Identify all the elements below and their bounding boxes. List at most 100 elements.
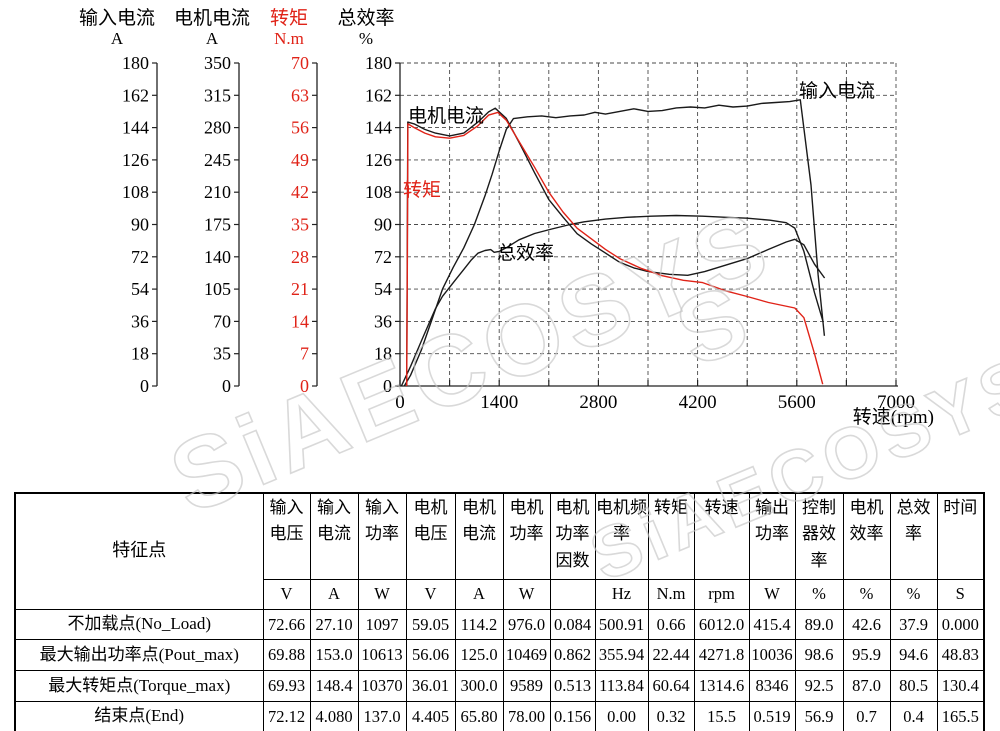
axis-tick-label: 28	[291, 247, 309, 267]
axis-tick-label: 90	[374, 215, 392, 235]
axis-title: 总效率	[337, 7, 394, 29]
value-cell: 59.05	[405, 608, 456, 641]
axis-tick-label: 35	[291, 215, 309, 235]
value-cell: 114.2	[454, 608, 504, 641]
axis-tick-label: 0	[222, 376, 231, 396]
axis-tick-label: 54	[374, 279, 392, 299]
value-cell: 165.5	[936, 700, 985, 731]
value-cell: 10370	[357, 670, 407, 702]
axis-tick-label: 54	[131, 279, 149, 299]
axis-tick-label: 42	[291, 182, 309, 202]
unit-cell	[549, 578, 596, 610]
watermark-text: SiAECOSYS	[156, 188, 788, 535]
column-header: 输入电流	[309, 492, 359, 580]
value-cell: 125.0	[454, 639, 504, 671]
table-row: 最大输出功率点(Pout_max) 69.88 153.0 10613 56.06 125…	[14, 639, 985, 671]
axis-unit: %	[359, 29, 373, 48]
column-header: 电机功率因数	[549, 492, 596, 580]
axis-tick-label: 0	[140, 376, 149, 396]
unit-cell: N.m	[647, 578, 695, 610]
column-header: 电机电流	[454, 492, 504, 580]
value-cell: 37.9	[889, 608, 938, 641]
unit-cell: V	[405, 578, 456, 610]
axis-tick-label: 126	[122, 150, 149, 170]
unit-cell: %	[889, 578, 938, 610]
axis-tick-label: 18	[131, 344, 149, 364]
column-header: 控制器效率	[794, 492, 844, 580]
value-cell: 113.84	[594, 670, 649, 702]
value-cell: 69.93	[262, 670, 311, 702]
axis-unit: N.m	[274, 29, 304, 48]
unit-cell: W	[748, 578, 796, 610]
x-tick-label: 7000	[877, 392, 915, 413]
axis-title: 输入电流	[79, 7, 155, 29]
value-cell: 1314.6	[693, 670, 750, 702]
unit-cell: S	[936, 578, 985, 610]
value-cell: 72.66	[262, 608, 311, 641]
value-cell: 27.10	[309, 608, 359, 641]
curve-input-current	[403, 99, 826, 387]
x-tick-label: 0	[395, 392, 405, 413]
row-label: 最大输出功率点(Pout_max)	[14, 639, 264, 671]
axis-tick-label: 0	[300, 376, 309, 396]
axis-tick-label: 35	[213, 344, 231, 364]
axis-tick-label: 90	[131, 215, 149, 235]
x-tick-label: 2800	[579, 392, 617, 413]
axis-tick-label: 315	[204, 85, 231, 105]
value-cell: 4271.8	[693, 639, 750, 671]
value-cell: 0.519	[748, 700, 796, 731]
table-row: 结束点(End) 72.12 4.080 137.0 4.405 65.80 78.00 0.…	[14, 700, 985, 731]
feature-point-table: 特征点 输入电压 输入电流 输入功率 电机电压 电机电流 电机功率 电机功率因数 电机频率 转矩转…	[14, 492, 985, 731]
value-cell: 98.6	[794, 639, 844, 671]
value-cell: 72.12	[262, 700, 311, 731]
value-cell: 10469	[502, 639, 551, 671]
watermark-text: S	[662, 263, 767, 387]
table-row: 不加载点(No_Load) 72.66 27.10 1097 59.05 114.2 976…	[14, 608, 985, 641]
value-cell: 0.862	[549, 639, 596, 671]
value-cell: 0.7	[842, 700, 891, 731]
row-label: 结束点(End)	[14, 700, 264, 731]
value-cell: 0.32	[647, 700, 695, 731]
axis-title: 转矩	[270, 7, 308, 29]
axis-tick-label: 18	[374, 344, 392, 364]
value-cell: 48.83	[936, 639, 985, 671]
axis-tick-label: 140	[204, 247, 231, 267]
x-tick-label: 4200	[679, 392, 717, 413]
axis-tick-label: 210	[204, 182, 231, 202]
axis-tick-label: 180	[122, 53, 149, 73]
value-cell: 300.0	[454, 670, 504, 702]
axis-tick-label: 36	[131, 311, 149, 331]
value-cell: 87.0	[842, 670, 891, 702]
unit-cell: W	[502, 578, 551, 610]
column-header: 电机功率	[502, 492, 551, 580]
value-cell: 0.4	[889, 700, 938, 731]
value-cell: 60.64	[647, 670, 695, 702]
value-cell: 6012.0	[693, 608, 750, 641]
value-cell: 36.01	[405, 670, 456, 702]
value-cell: 56.9	[794, 700, 844, 731]
axis-tick-label: 108	[365, 182, 392, 202]
column-header: 输入功率	[357, 492, 407, 580]
row-label: 不加载点(No_Load)	[14, 608, 264, 641]
x-axis-title: 转速(rpm)	[853, 406, 934, 428]
axis-tick-label: 126	[365, 150, 392, 170]
unit-cell: Hz	[594, 578, 649, 610]
axis-tick-label: 180	[365, 53, 392, 73]
value-cell: 4.405	[405, 700, 456, 731]
value-cell: 8346	[748, 670, 796, 702]
curve-torque	[406, 111, 824, 387]
column-header: 转速	[693, 492, 750, 580]
value-cell: 95.9	[842, 639, 891, 671]
axis-tick-label: 245	[204, 150, 231, 170]
value-cell: 137.0	[357, 700, 407, 731]
value-cell: 94.6	[889, 639, 938, 671]
value-cell: 42.6	[842, 608, 891, 641]
value-cell: 0.66	[647, 608, 695, 641]
value-cell: 89.0	[794, 608, 844, 641]
table-row: 最大转矩点(Torque_max) 69.93 148.4 10370 36.01 300…	[14, 670, 985, 702]
curve-efficiency	[400, 214, 824, 387]
curve-motor-current	[406, 107, 826, 387]
unit-cell: %	[842, 578, 891, 610]
unit-cell: %	[794, 578, 844, 610]
